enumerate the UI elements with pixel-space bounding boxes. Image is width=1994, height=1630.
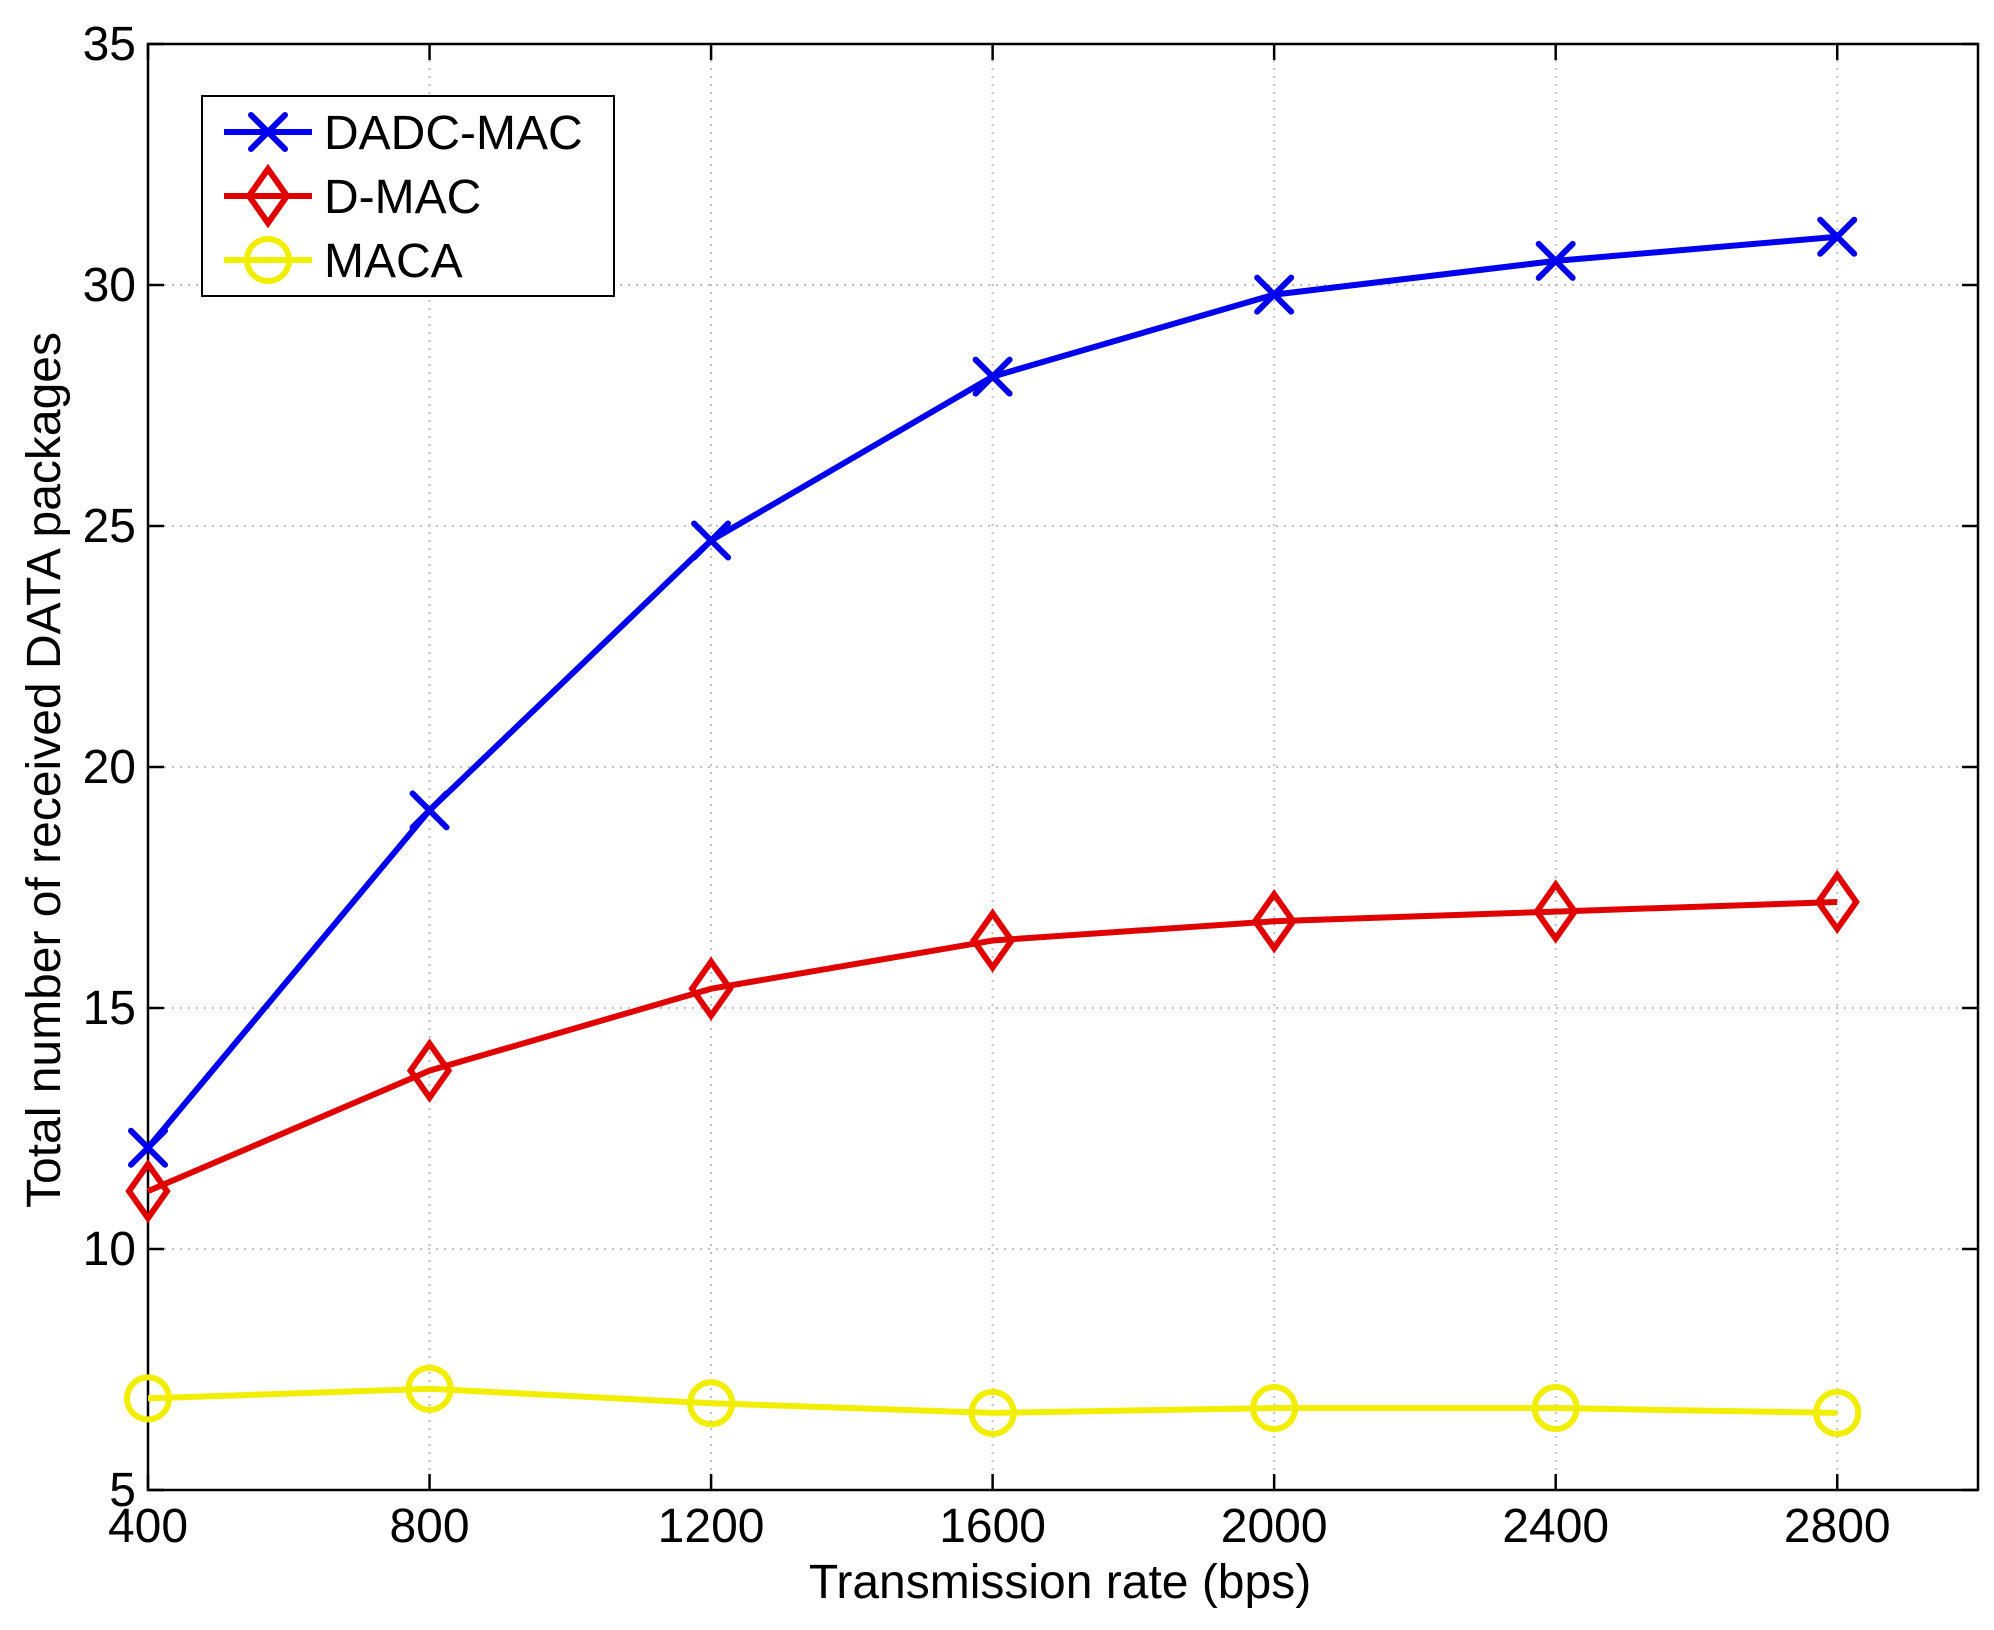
data-point-circle-marker [968,1388,1017,1437]
y-tick-label: 25 [83,500,136,553]
x-tick-label: 2000 [1221,1500,1328,1553]
data-point-diamond-marker [688,956,734,1021]
x-tick-label: 2400 [1502,1500,1609,1553]
data-point-x-marker [128,1127,168,1168]
data-point-diamond-marker [125,1158,171,1224]
axes-layer: 400 800 1200 1600 2000 2400 2800 5 10 15 20 25 30 35 [83,18,1980,1553]
series-line [146,898,1838,1194]
y-tick-label: 30 [83,259,136,312]
x-tick-label: 800 [389,1500,469,1553]
data-point-x-marker [972,356,1013,397]
y-tick-label: 5 [109,1464,136,1517]
data-point-circle-marker [124,1374,172,1423]
legend-entry: DADC-MAC [224,107,583,160]
data-point-circle-marker [405,1364,454,1413]
series-maca [124,1364,1862,1437]
y-axis-label: Total number of received DATA packages [18,332,71,1208]
data-point-circle-marker [1250,1384,1299,1433]
data-point-diamond-marker [969,908,1016,973]
series-line [147,1385,1838,1416]
data-point-diamond-marker-legend [245,163,291,229]
data-point-circle-marker-legend [244,236,292,284]
y-tick-label: 10 [83,1223,136,1276]
data-point-circle-marker [687,1379,736,1428]
data-point-x-marker [1535,240,1576,281]
data-point-x-marker [691,520,732,561]
x-tick-label: 400 [108,1500,188,1553]
legend-entry: D-MAC [224,163,481,229]
legend-label: DADC-MAC [324,107,583,160]
data-point-diamond-marker [1814,869,1860,935]
legend-entry: MACA [224,235,463,288]
x-tick-label: 1200 [658,1500,765,1553]
series-d-mac [125,869,1860,1224]
data-point-x-marker [409,790,450,831]
data-point-diamond-marker [1251,889,1297,954]
y-tick-label: 15 [83,982,136,1035]
data-point-diamond-marker [1533,879,1579,944]
data-point-x-marker [1817,216,1858,257]
series-layer [124,216,1862,1437]
data-point-circle-marker [1813,1388,1862,1437]
data-point-diamond-marker [406,1038,453,1103]
y-tick-label: 35 [83,18,136,71]
data-point-x-marker-legend [248,112,288,152]
x-tick-label: 1600 [939,1500,1046,1553]
legend-label: D-MAC [324,171,481,224]
data-point-x-marker [1254,274,1295,315]
data-point-circle-marker [1531,1384,1580,1433]
legend: DADC-MAC D-MAC MACA [201,95,615,297]
x-tick-label: 2800 [1784,1500,1891,1553]
y-tick-label: 20 [83,741,136,794]
legend-label: MACA [324,235,463,288]
x-axis-label: Transmission rate (bps) [809,1556,1311,1609]
series-dadc-mac [128,216,1858,1168]
